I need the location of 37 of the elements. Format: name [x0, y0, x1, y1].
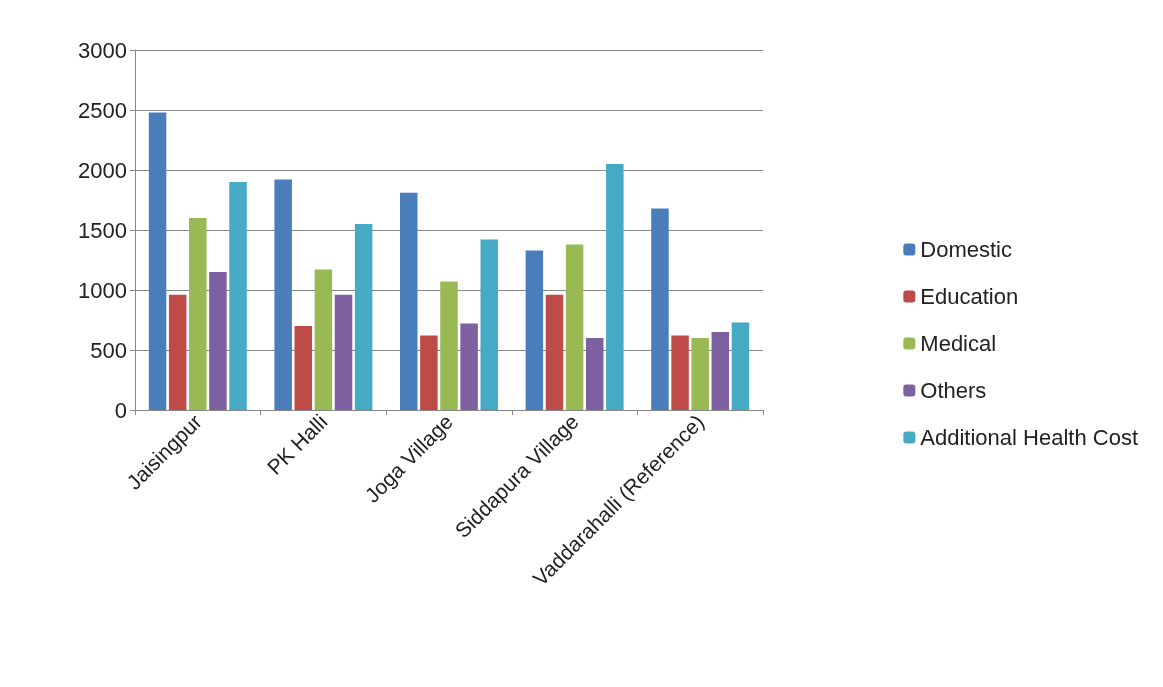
bar: [651, 208, 669, 410]
bar: [585, 338, 604, 410]
bar: [334, 294, 353, 410]
y-tick-label: 3000: [78, 37, 127, 63]
legend-label: Education: [920, 284, 1019, 309]
bar: [460, 323, 478, 410]
bar: [229, 182, 247, 410]
bar: [168, 294, 187, 410]
bar: [440, 281, 458, 410]
bar: [606, 164, 624, 410]
bar: [691, 338, 709, 410]
legend-label: Additional Health Cost: [920, 425, 1139, 450]
bar: [209, 272, 227, 410]
y-tick-label: 0: [114, 397, 127, 423]
y-tick-label: 500: [90, 337, 127, 363]
bar: [525, 250, 544, 410]
legend-label: Domestic: [920, 237, 1013, 262]
bar: [565, 244, 584, 410]
legend-label: Others: [920, 378, 987, 403]
bar: [148, 112, 167, 410]
bar: [731, 322, 750, 410]
bar: [671, 335, 689, 410]
bar: [711, 332, 730, 410]
bar: [354, 224, 373, 410]
bar: [480, 239, 498, 410]
bar: [274, 179, 292, 410]
bar: [314, 269, 333, 410]
legend-label: Medical: [920, 331, 997, 356]
bar: [294, 326, 313, 410]
bar: [189, 218, 207, 410]
bar: [420, 335, 438, 410]
bar: [400, 192, 418, 410]
y-tick-label: 2500: [78, 97, 127, 123]
y-tick-label: 1500: [78, 217, 127, 243]
y-tick-label: 2000: [78, 157, 127, 183]
bar: [545, 294, 564, 410]
y-tick-label: 1000: [78, 277, 127, 303]
